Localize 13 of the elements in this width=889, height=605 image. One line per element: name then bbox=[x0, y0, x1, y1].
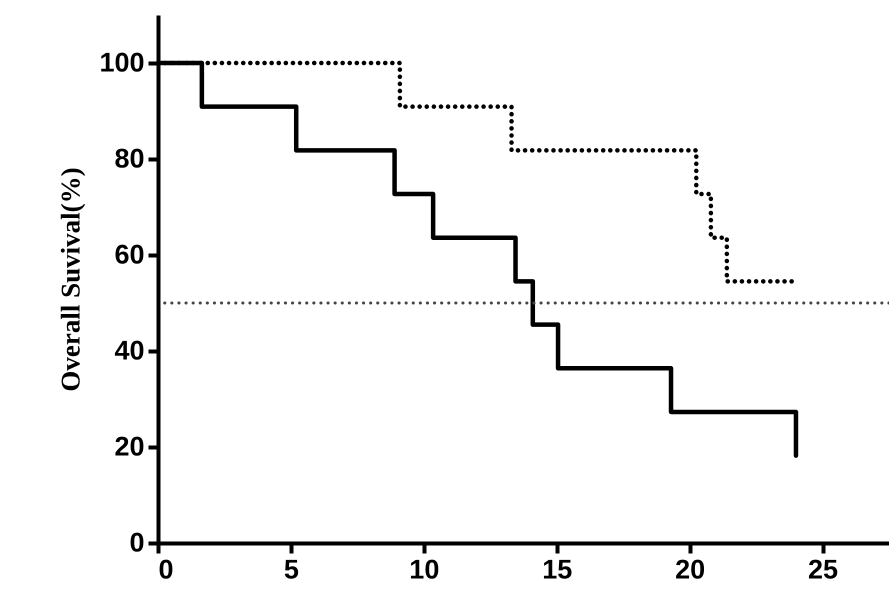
y-axis-title: Overall Suvival(%) bbox=[55, 167, 86, 392]
x-tick-label: 25 bbox=[808, 554, 838, 584]
x-tick-label: 10 bbox=[409, 554, 440, 584]
y-tick-label: 0 bbox=[129, 528, 144, 558]
y-tick-label: 40 bbox=[114, 336, 144, 366]
x-tick-label: 5 bbox=[284, 554, 299, 584]
y-tick-label: 80 bbox=[114, 144, 144, 174]
y-tick-label: 60 bbox=[114, 240, 144, 270]
x-tick-label: 0 bbox=[158, 554, 174, 584]
y-tick-label: 20 bbox=[114, 432, 144, 462]
x-tick-label: 15 bbox=[542, 554, 572, 584]
x-tick-label: 20 bbox=[675, 554, 706, 584]
y-tick-label: 100 bbox=[99, 48, 144, 78]
